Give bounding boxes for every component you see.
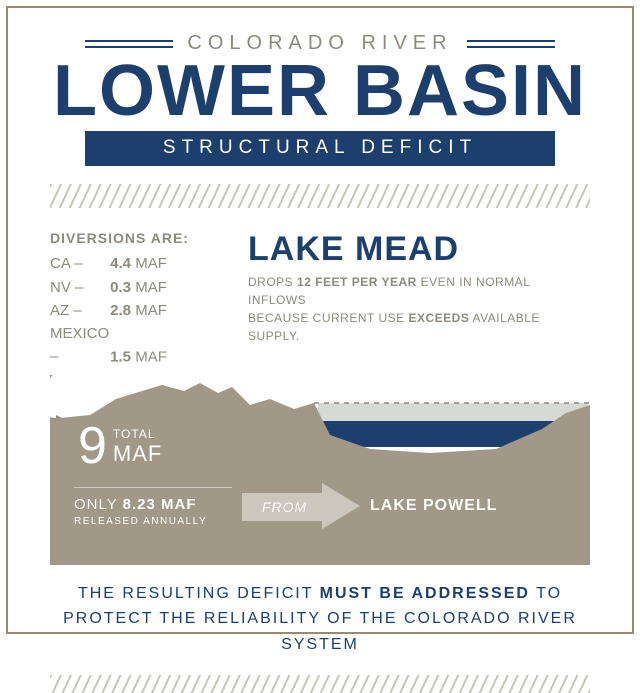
headline: LOWER BASIN	[50, 57, 590, 125]
subhead-bar: STRUCTURAL DEFICIT	[85, 131, 555, 166]
diversion-row: AZ – 2.8 MAF	[50, 299, 230, 322]
lake-powell-label: LAKE POWELL	[370, 497, 497, 515]
from-label: FROM	[262, 499, 307, 515]
diversion-row: MEXICO – 1.5 MAF	[50, 322, 230, 369]
diversion-row: NV – 0.3 MAF	[50, 276, 230, 299]
hatch-top	[50, 184, 590, 208]
diversions-block: DIVERSIONS ARE: CA – 4.4 MAFNV – 0.3 MAF…	[50, 230, 230, 368]
released-annually: ONLY 8.23 MAF RELEASED ANNUALLY	[74, 487, 232, 527]
terrain-illustration: 9 TOTAL MAF ONLY 8.23 MAF RELEASED ANNUA…	[50, 375, 590, 565]
diversions-list: CA – 4.4 MAFNV – 0.3 MAFAZ – 2.8 MAFMEXI…	[50, 252, 230, 368]
title-block: COLORADO RIVER LOWER BASIN STRUCTURAL DE…	[50, 32, 590, 166]
total-maf: 9 TOTAL MAF	[78, 423, 162, 470]
hatch-bottom	[50, 675, 590, 693]
diversions-title: DIVERSIONS ARE:	[50, 230, 230, 246]
conclusion: THE RESULTING DEFICIT MUST BE ADDRESSED …	[50, 581, 590, 658]
lake-mead-title: LAKE MEAD	[248, 230, 590, 269]
diversion-row: CA – 4.4 MAF	[50, 252, 230, 275]
water-surface-icon	[318, 403, 588, 421]
arrow-curve-icon	[50, 375, 72, 419]
lake-mead-sub: DROPS 12 FEET PER YEAR EVEN IN NORMAL IN…	[248, 273, 590, 345]
rule-left	[85, 40, 173, 48]
lake-mead-block: LAKE MEAD DROPS 12 FEET PER YEAR EVEN IN…	[248, 230, 590, 368]
rule-right	[467, 40, 555, 48]
